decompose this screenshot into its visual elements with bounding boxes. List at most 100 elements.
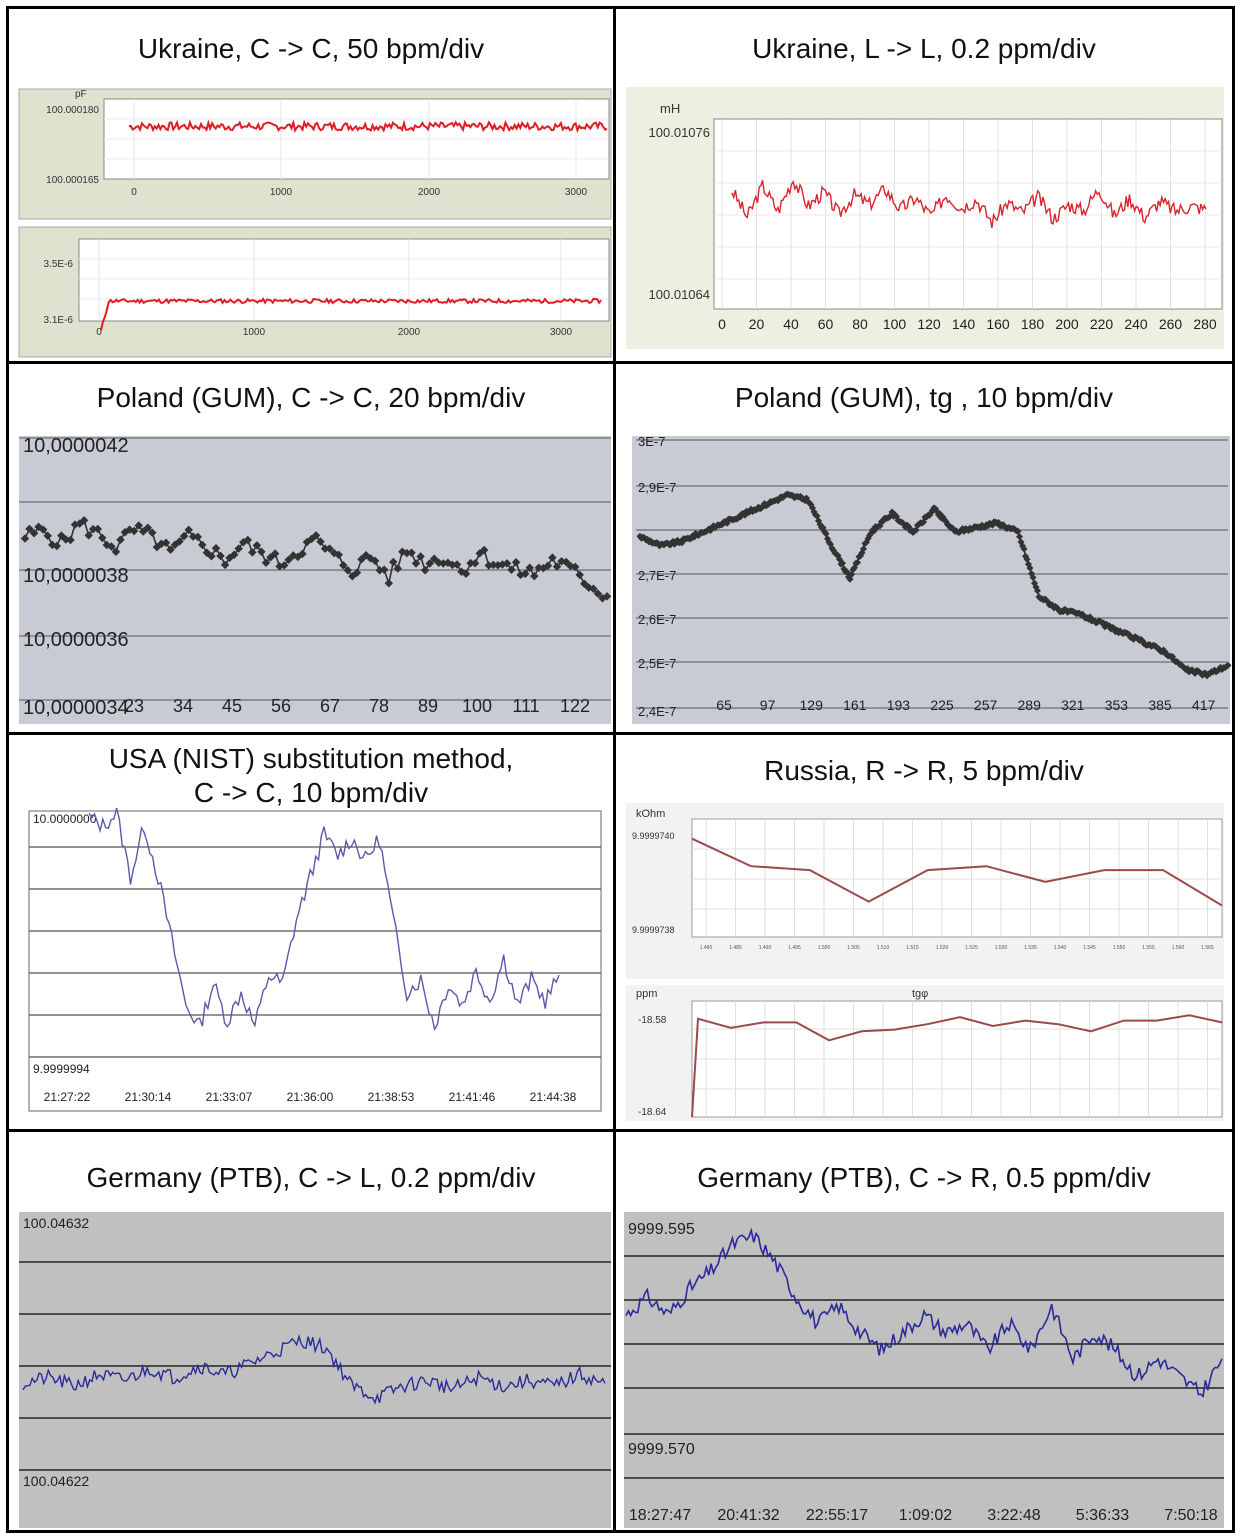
y-tick-top: 100.04632 [23, 1215, 89, 1231]
data-point [188, 532, 198, 541]
x-tick: 260 [1159, 316, 1183, 332]
series-line [100, 297, 602, 331]
x-tick: 1.520 [936, 945, 949, 951]
series-line [88, 807, 560, 1032]
y-tick-bottom: 100.04622 [23, 1473, 89, 1489]
series-line [625, 1227, 1223, 1399]
x-tick: 1.555 [1142, 945, 1155, 951]
chart-russia-rr: kOhm 9.9999740 9.9999738 1.480 1.485 1.490… [626, 803, 1224, 1121]
x-tick: 20:41:32 [717, 1507, 779, 1524]
unit-label: pF [75, 89, 87, 100]
x-tick: 140 [952, 316, 976, 332]
x-tick: 65 [716, 697, 732, 713]
data-point [43, 531, 52, 540]
data-point [175, 537, 184, 546]
x-tick: 289 [1018, 697, 1042, 713]
chart-usa-nist: 10.0000000 9.9999994 21:27:22 21:30:14 21:… [28, 807, 602, 1112]
x-tick: 1.480 [700, 945, 713, 951]
data-point [352, 568, 362, 578]
data-point [234, 544, 243, 553]
data-point [116, 535, 125, 544]
y-tick-top: 100.000180 [46, 105, 99, 116]
data-point [602, 592, 612, 601]
x-tick: 280 [1193, 316, 1217, 332]
data-point [334, 550, 343, 560]
x-tick: 21:38:53 [368, 1090, 415, 1104]
data-point [452, 560, 462, 569]
data-point [593, 589, 603, 598]
data-point [853, 558, 862, 567]
y-tick: 10,0000042 [23, 435, 129, 457]
data-point [370, 556, 380, 566]
x-tick: 0 [96, 327, 102, 338]
data-point [220, 560, 230, 570]
x-tick: 100 [462, 696, 492, 716]
panel-germany-cl: Germany (PTB), C -> L, 0.2 ppm/div 100.0… [6, 1129, 616, 1533]
y-tick-bottom: 100.000165 [46, 175, 99, 186]
x-tick: 80 [852, 316, 868, 332]
unit-label: mH [660, 101, 680, 116]
data-point [393, 564, 403, 573]
x-tick: 220 [1090, 316, 1114, 332]
x-tick: 78 [369, 696, 389, 716]
data-point [311, 531, 321, 540]
x-tick: 22:55:17 [806, 1507, 868, 1524]
x-tick: 1.530 [995, 945, 1008, 951]
panel-poland-tg: Poland (GUM), tg , 10 bpm/div 3E-7 2,9E-7… [613, 361, 1235, 735]
data-point [407, 548, 416, 558]
data-point [425, 559, 434, 568]
series-line [691, 837, 1223, 907]
data-point [88, 524, 98, 534]
x-tick: 20 [749, 316, 765, 332]
data-point [84, 531, 93, 540]
x-tick: 122 [560, 696, 590, 716]
subplot-label: tgφ [912, 988, 928, 1000]
data-point [279, 561, 289, 570]
data-point [270, 549, 280, 558]
x-tick: 2000 [418, 187, 441, 198]
x-tick: 21:27:22 [44, 1090, 91, 1104]
data-point [166, 545, 175, 555]
data-point [461, 569, 471, 578]
data-point [416, 552, 425, 561]
y-tick: 10,0000036 [23, 629, 129, 651]
data-point [420, 566, 430, 575]
data-point [479, 545, 489, 555]
data-point [575, 570, 584, 580]
x-tick: 23 [124, 696, 144, 716]
panel-ukraine-ll: Ukraine, L -> L, 0.2 ppm/div mH 100.0107… [613, 6, 1235, 364]
x-tick: 60 [818, 316, 834, 332]
y-tick: 10,0000034 [23, 697, 129, 719]
x-tick: 1.560 [1172, 945, 1185, 951]
x-tick: 3000 [550, 327, 573, 338]
data-point [111, 547, 121, 557]
y-tick: 2,4E-7 [638, 704, 676, 719]
data-point [261, 558, 271, 568]
data-point [143, 523, 153, 533]
y-tick-top: 3.5E-6 [44, 259, 74, 270]
data-point [470, 558, 480, 568]
x-tick: 417 [1192, 697, 1216, 713]
data-point [389, 557, 398, 567]
x-tick: 225 [930, 697, 954, 713]
panel-poland-cc: Poland (GUM), C -> C, 20 bpm/div 10,0000… [6, 361, 616, 735]
x-tick: 1000 [243, 327, 266, 338]
data-point [325, 544, 334, 553]
panel-title: Poland (GUM), tg , 10 bpm/div [734, 382, 1114, 413]
panel-title: Ukraine, C -> C, 50 bpm/div [137, 33, 485, 64]
x-tick: 97 [760, 697, 776, 713]
x-tick: 1.495 [788, 945, 801, 951]
data-point [184, 525, 193, 535]
x-tick: 3:22:48 [987, 1507, 1040, 1524]
data-point [570, 562, 580, 572]
chart-poland-tg: 3E-7 2,9E-7 2,7E-7 2,6E-7 2,5E-7 2,4E-7 65 97 1… [632, 434, 1232, 724]
x-tick: 5:36:33 [1076, 1507, 1129, 1524]
data-point [520, 569, 530, 579]
chart-ukraine-cc: pF 100.000180 100.000165 0 1000 2000 300… [18, 88, 612, 358]
x-tick: 193 [887, 697, 911, 713]
series-line [691, 1014, 1223, 1118]
x-tick: 1.540 [1054, 945, 1067, 951]
y-tick-bottom: 100.01064 [649, 287, 710, 302]
y-tick: 10,0000038 [23, 565, 129, 587]
data-point [284, 555, 293, 565]
